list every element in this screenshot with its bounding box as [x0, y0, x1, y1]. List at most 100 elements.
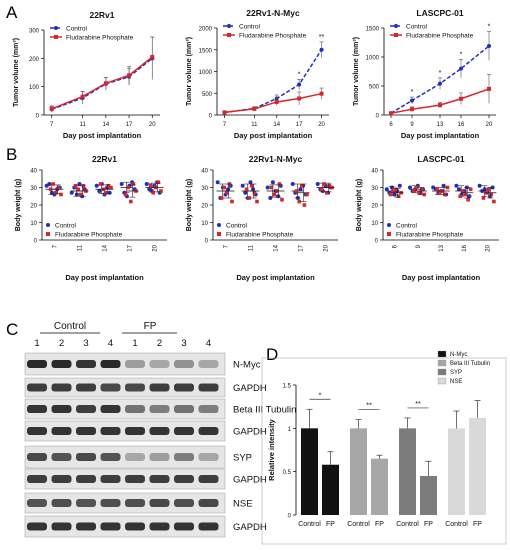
legend-label: Beta III Tubulin	[450, 361, 490, 367]
chart-title: 22Rv1-N-Myc	[249, 154, 303, 164]
y-tick-label: 1.5	[283, 384, 292, 390]
blot-band	[76, 427, 96, 435]
data-point-control	[467, 194, 472, 199]
data-point-control	[74, 192, 79, 197]
blot-band	[174, 475, 194, 483]
blot-band	[76, 453, 96, 461]
x-axis-label: Day post implantation	[65, 273, 144, 282]
significance-mark: **	[415, 399, 421, 408]
blot-band	[149, 427, 170, 435]
data-point-control	[119, 182, 124, 186]
data-point-fp	[486, 187, 491, 192]
legend-label-control: Control	[406, 24, 428, 31]
x-tick-label: 17	[126, 122, 133, 128]
line-chart-1: 22Rv1 0 100 200 300 7 11 14 17 20 Day post implant…	[13, 10, 160, 140]
x-tick-label: 17	[128, 244, 134, 251]
legend-label-control: Control	[55, 223, 77, 230]
panel-label-b: B	[6, 145, 17, 164]
data-point-fp	[151, 190, 155, 195]
blot-band	[198, 475, 219, 483]
blot-band	[27, 499, 47, 507]
x-tick-label: 20	[486, 122, 493, 128]
data-point-fp	[103, 81, 108, 86]
data-point-fp	[435, 187, 439, 192]
data-point-fp	[73, 183, 78, 188]
data-point-control	[265, 185, 270, 190]
x-tick-label: 13	[439, 244, 445, 251]
blot-band	[51, 360, 72, 368]
y-tick-label: 0	[36, 114, 40, 120]
significance-mark: *	[411, 89, 414, 96]
data-point-fp	[327, 183, 332, 188]
bar-category-label: FP	[424, 521, 433, 528]
y-tick-label: 10	[201, 221, 208, 227]
data-point-fp	[51, 182, 55, 186]
data-point-fp	[492, 199, 496, 204]
data-point-fp	[148, 183, 153, 188]
y-tick-label: 2000	[199, 27, 213, 33]
data-point-fp	[319, 91, 324, 96]
panel-label-d: D	[266, 345, 278, 364]
data-point-fp	[250, 183, 254, 188]
blot-band	[100, 360, 121, 368]
bar	[448, 428, 465, 515]
bar	[399, 428, 416, 515]
x-tick-label: 7	[223, 122, 227, 128]
x-tick-label: 14	[273, 122, 280, 128]
blot-band	[174, 453, 194, 461]
data-point-fp	[481, 196, 486, 200]
legend-label-control: Control	[396, 223, 418, 230]
blot-band	[174, 405, 194, 413]
data-point-fp	[300, 183, 304, 188]
y-tick-label: 500	[202, 92, 213, 98]
x-axis-label: Day post implantation	[401, 131, 480, 140]
blot-band	[125, 453, 145, 461]
legend-label-fp: Fludarabine Phosphate	[66, 35, 134, 42]
data-point-control	[397, 183, 402, 188]
data-point-fp	[252, 106, 257, 111]
data-point-fp	[294, 189, 299, 193]
data-point-control	[390, 185, 394, 190]
y-axis-label: Relative intensity	[267, 418, 276, 481]
data-point-fp	[305, 192, 309, 197]
y-tick-label: 30	[371, 186, 378, 192]
significance-mark: *	[460, 51, 463, 58]
legend-swatch	[437, 350, 447, 358]
data-point-control	[107, 190, 112, 195]
bar	[469, 417, 486, 515]
blot-band	[149, 475, 170, 483]
legend-marker-control	[54, 26, 58, 30]
y-tick-label: 40	[201, 169, 208, 175]
y-tick-label: 40	[371, 169, 378, 175]
scatter-chart-1: 22Rv1 0 10 20 30 40 7 11 14 17 20 Day post implanta…	[15, 154, 167, 282]
bar-category-label: Control	[396, 521, 419, 528]
blot-band	[125, 522, 145, 531]
blot-band	[100, 427, 121, 435]
series-line-control	[51, 57, 153, 111]
x-tick-label: 7	[50, 122, 54, 128]
data-point-fp	[489, 192, 494, 197]
chart-title: LASCPC-01	[417, 154, 465, 164]
x-tick-label: 17	[296, 122, 303, 128]
legend-label-control: Control	[226, 223, 248, 230]
data-point-fp	[49, 106, 54, 111]
legend-label-control: Control	[239, 24, 261, 31]
x-tick-label: 11	[249, 244, 255, 251]
y-tick-label: 30	[201, 186, 208, 192]
bar-chart: 0 0.5 1 1.5 Relative intensity Control FP * Cont…	[261, 350, 507, 545]
data-point-fp	[48, 187, 53, 192]
data-point-fp	[325, 190, 329, 195]
data-point-control	[457, 187, 461, 192]
chart-title: 22Rv1	[89, 10, 114, 20]
legend-marker-control	[227, 24, 231, 28]
lane-number: 1	[34, 338, 39, 349]
y-tick-label: 0	[209, 114, 213, 120]
panel-label-c: C	[6, 320, 18, 339]
data-point-fp	[222, 185, 226, 190]
data-point-control	[454, 183, 459, 188]
data-point-control	[410, 98, 414, 103]
bar-category-label: Control	[347, 521, 370, 528]
x-tick-label: 20	[153, 244, 159, 251]
blot-band	[125, 405, 145, 413]
